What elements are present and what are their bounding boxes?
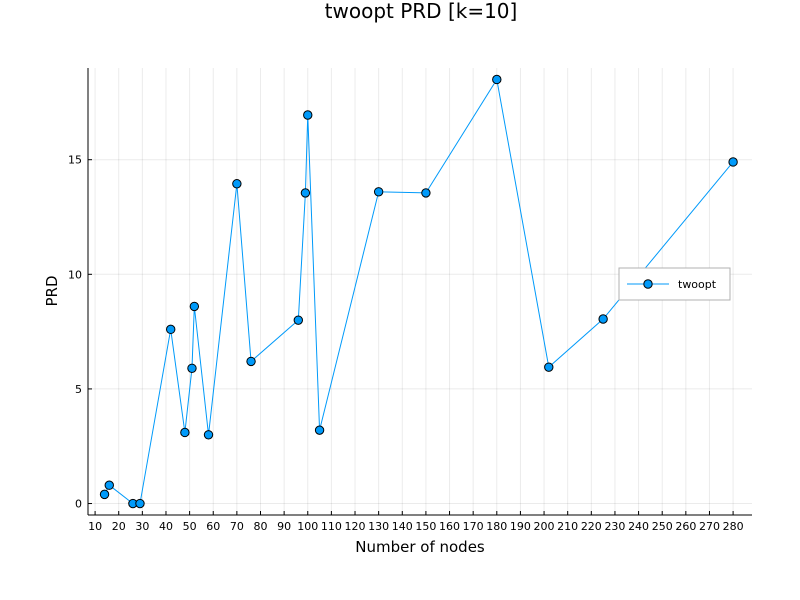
x-tick-label: 240 xyxy=(628,520,649,533)
x-tick-label: 190 xyxy=(510,520,531,533)
data-point xyxy=(189,301,200,312)
data-point xyxy=(300,188,311,198)
x-tick-label: 10 xyxy=(88,520,102,533)
data-point xyxy=(492,74,502,85)
x-tick-label: 110 xyxy=(321,520,342,533)
x-tick-label: 40 xyxy=(159,520,173,533)
x-tick-label: 60 xyxy=(206,520,220,533)
x-tick-label: 180 xyxy=(486,520,507,533)
x-tick-label: 220 xyxy=(581,520,602,533)
x-tick-label: 50 xyxy=(183,520,197,533)
x-ticks: 10 20 30 40 50 60 70 80 90 100 110 120 130 140 150 160 1… xyxy=(88,511,744,533)
data-point xyxy=(203,430,214,440)
y-tick-label: 0 xyxy=(75,498,82,511)
x-tick-label: 130 xyxy=(368,520,389,533)
x-tick-label: 80 xyxy=(253,520,267,533)
x-tick-label: 230 xyxy=(604,520,625,533)
data-point xyxy=(293,315,304,325)
legend: twoopt xyxy=(618,267,731,301)
y-tick-label: 15 xyxy=(68,154,82,167)
x-tick-label: 140 xyxy=(392,520,413,533)
legend-label: twoopt xyxy=(678,278,717,291)
x-tick-label: 90 xyxy=(277,520,291,533)
x-tick-label: 70 xyxy=(230,520,244,533)
data-point xyxy=(544,362,554,372)
x-tick-label: 200 xyxy=(534,520,555,533)
y-axis-label: PRD xyxy=(43,275,61,306)
data-point xyxy=(421,188,431,198)
data-point xyxy=(598,314,608,324)
data-point xyxy=(180,427,190,438)
data-point xyxy=(166,324,176,335)
data-point xyxy=(187,363,197,373)
legend-marker xyxy=(643,279,653,289)
grid xyxy=(88,68,752,515)
x-tick-label: 260 xyxy=(675,520,696,533)
y-tick-label: 10 xyxy=(68,268,82,281)
data-point xyxy=(728,157,738,167)
x-tick-label: 170 xyxy=(463,520,484,533)
data-point xyxy=(246,356,256,367)
data-point xyxy=(303,110,313,120)
y-ticks: 0 5 10 15 xyxy=(68,154,92,511)
y-tick-label: 5 xyxy=(75,383,82,396)
x-tick-label: 100 xyxy=(297,520,318,533)
data-point xyxy=(135,498,145,509)
x-tick-label: 270 xyxy=(699,520,720,533)
axes xyxy=(87,68,752,516)
x-tick-label: 30 xyxy=(135,520,149,533)
x-tick-label: 150 xyxy=(415,520,436,533)
data-point xyxy=(232,179,242,189)
series-layer xyxy=(99,74,738,509)
x-axis-label: Number of nodes xyxy=(355,538,485,556)
x-tick-label: 160 xyxy=(439,520,460,533)
chart-title: twoopt PRD [k=10] xyxy=(325,0,518,23)
data-point xyxy=(99,489,110,500)
data-point xyxy=(373,187,384,197)
x-tick-label: 120 xyxy=(345,520,366,533)
data-point xyxy=(104,480,114,490)
x-tick-label: 210 xyxy=(557,520,578,533)
x-tick-label: 250 xyxy=(652,520,673,533)
x-tick-label: 20 xyxy=(112,520,126,533)
x-tick-label: 280 xyxy=(723,520,744,533)
data-point xyxy=(314,425,325,435)
